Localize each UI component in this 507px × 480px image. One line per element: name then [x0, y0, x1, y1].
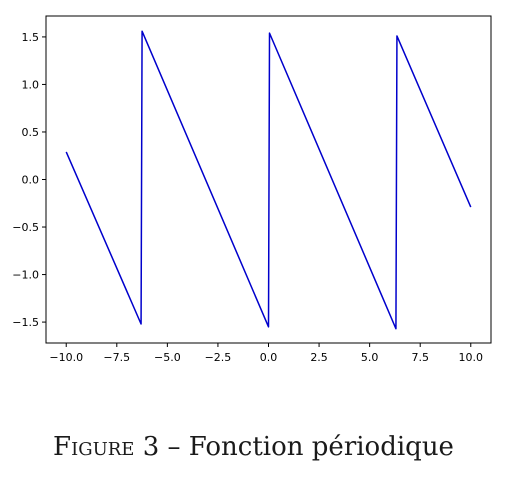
x-tick-label: 10.0	[459, 351, 484, 364]
y-tick-label: 1.0	[22, 78, 40, 91]
caption-text: Fonction périodique	[188, 432, 454, 462]
figure-caption: Figure 3 – Fonction périodique	[0, 432, 507, 462]
x-tick-label: −5.0	[154, 351, 181, 364]
x-tick-label: 0.0	[260, 351, 278, 364]
caption-label-rest: igure	[71, 432, 135, 462]
x-tick-label: −7.5	[103, 351, 130, 364]
x-tick-label: 5.0	[361, 351, 379, 364]
caption-separator: –	[167, 432, 181, 462]
series	[65, 30, 472, 330]
y-tick-label: 1.5	[22, 31, 40, 44]
x-tick-label: 7.5	[411, 351, 429, 364]
caption-number: 3	[142, 432, 160, 462]
x-tick-label: 2.5	[310, 351, 328, 364]
chart: −10.0 −7.5 −5.0 −2.5 0.0 2.5 5.0 7.5 10.0 1.5 1.0 0…	[12, 15, 492, 364]
y-tick-label: 0.0	[22, 174, 40, 187]
y-tick-label: −1.5	[12, 316, 39, 329]
series-line	[65, 30, 472, 330]
x-tick-label: −2.5	[205, 351, 232, 364]
y-tick-label: −1.0	[12, 269, 39, 282]
ticks: −10.0 −7.5 −5.0 −2.5 0.0 2.5 5.0 7.5 10.0 1.5 1.0 0…	[12, 31, 483, 364]
caption-label: Figure	[53, 432, 134, 462]
y-tick-label: −0.5	[12, 221, 39, 234]
caption-label-first: F	[53, 432, 72, 462]
y-tick-label: 0.5	[22, 126, 40, 139]
x-tick-label: −10.0	[49, 351, 83, 364]
